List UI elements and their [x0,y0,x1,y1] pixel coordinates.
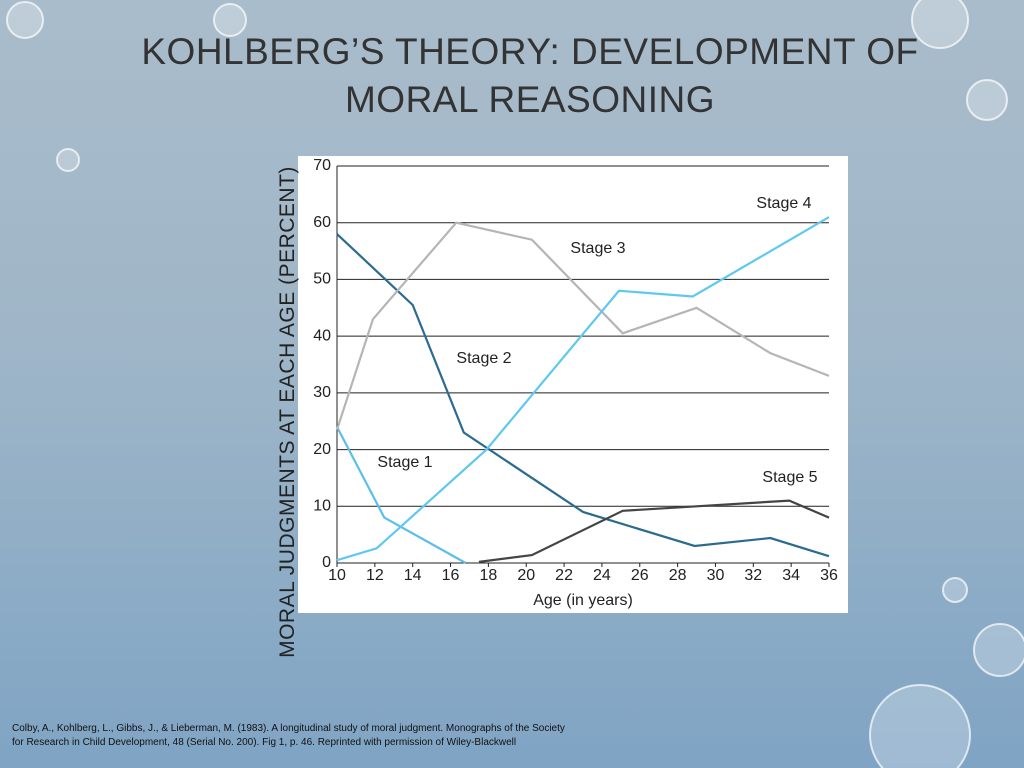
y-tick-label: 50 [313,271,331,288]
slide-title: KOHLBERG’S THEORY: DEVELOPMENT OF MORAL … [141,31,919,120]
decor [6,0,1024,768]
series-label: Stage 4 [756,195,811,212]
x-tick-label: 24 [593,567,611,584]
x-tick-label: 34 [782,567,800,584]
series-label: Stage 3 [570,240,625,257]
x-tick-label: 10 [328,567,346,584]
y-tick-label: 30 [313,384,331,401]
series-label: Stage 1 [377,454,432,471]
series-line [336,233,830,558]
x-tick-label: 12 [366,567,384,584]
x-tick-label: 16 [442,567,460,584]
x-tick-label: 26 [631,567,649,584]
x-tick-label: 28 [669,567,687,584]
y-tick-label: 0 [322,554,331,571]
x-tick-label: 30 [707,567,725,584]
series-label: Stage 2 [456,350,511,367]
x-tick-label: 14 [404,567,422,584]
x-tick-label: 20 [517,567,535,584]
x-tick-label: 18 [479,567,497,584]
series-line [336,216,830,562]
series-label: Stage 5 [762,469,817,486]
series-line [336,426,467,564]
y-axis-title: MORAL JUDGMENTS AT EACH AGE (PERCENT) [276,166,299,658]
series-line [478,499,830,563]
y-tick-label: 70 [313,157,331,174]
y-tick-label: 20 [313,441,331,458]
x-axis-title: Age (in years) [533,592,633,609]
series-line [335,221,830,431]
y-tick-label: 40 [313,327,331,344]
y-tick-label: 60 [313,214,331,231]
y-tick-label: 10 [313,498,331,515]
x-tick-label: 32 [744,567,762,584]
x-tick-label: 22 [555,567,573,584]
citation: Colby, A., Kohlberg, L., Gibbs, J., & Li… [12,723,565,748]
x-tick-label: 36 [820,567,838,584]
